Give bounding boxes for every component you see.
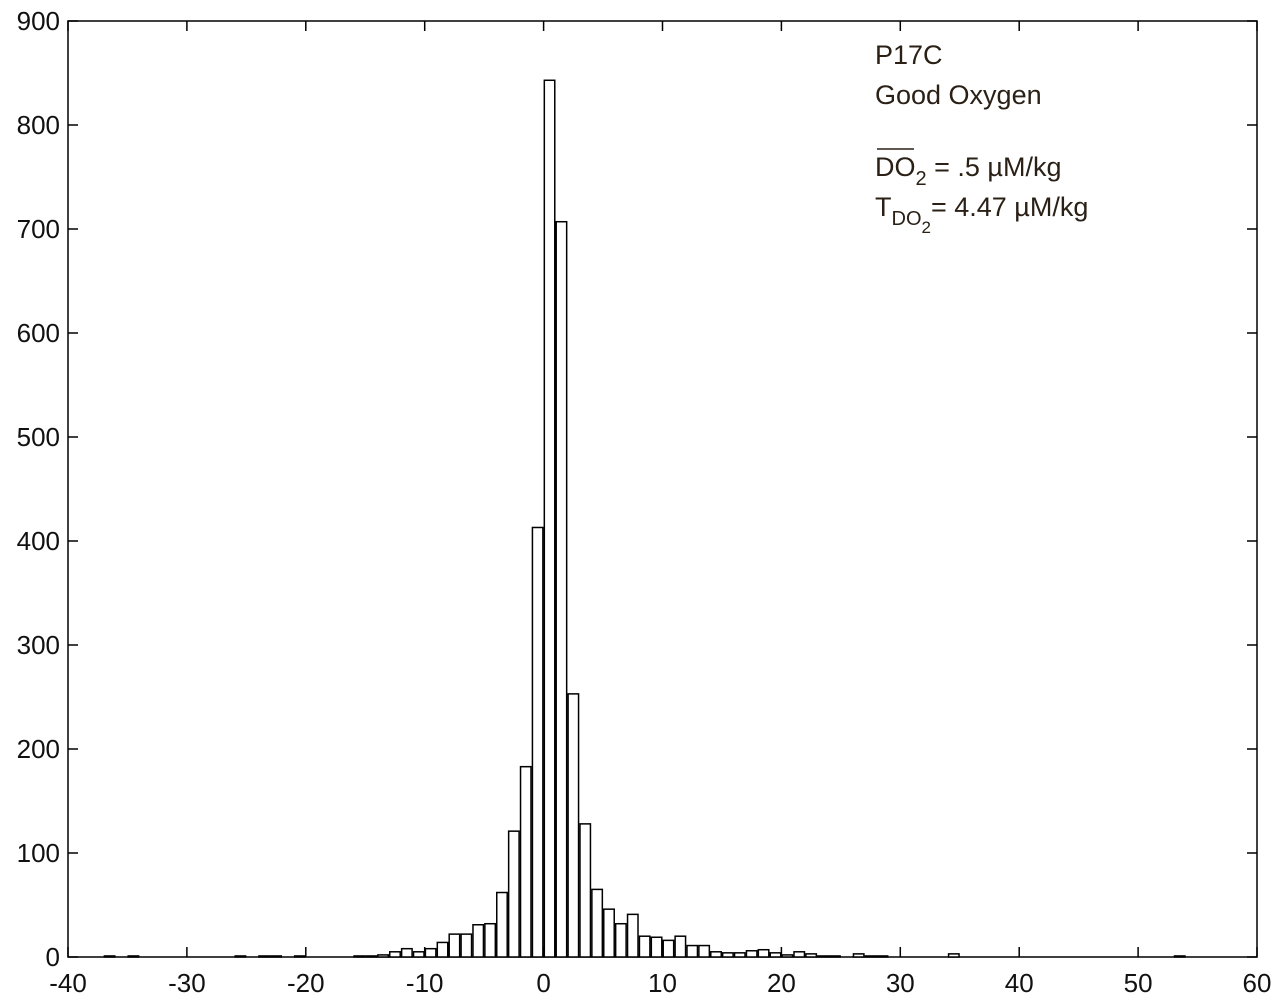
bar: [579, 823, 592, 958]
sigma-rest: = 4.47 µM/kg: [931, 192, 1088, 222]
sigma-main: T: [875, 192, 892, 222]
x-tick-label: -30: [168, 968, 206, 998]
bar: [638, 935, 651, 958]
bar: [436, 941, 449, 958]
bar: [365, 955, 378, 958]
bar: [507, 830, 520, 958]
x-tick-label: 30: [886, 968, 915, 998]
mean-label: DO2 = .5 µM/kg: [875, 152, 1061, 190]
bar: [817, 955, 829, 958]
bar: [234, 955, 247, 958]
bar: [555, 220, 568, 958]
y-tick-label: 500: [17, 422, 60, 452]
bar: [781, 954, 794, 958]
sigma-subsub: 2: [922, 218, 931, 237]
bar: [769, 952, 782, 958]
bar: [460, 933, 473, 958]
plot-frame: [67, 20, 1258, 958]
x-tick-label: 40: [1005, 968, 1034, 998]
mean-sub: 2: [916, 168, 927, 190]
bar: [947, 953, 960, 958]
bar: [519, 765, 532, 958]
bar: [388, 951, 401, 958]
bar: [626, 913, 639, 958]
bar: [614, 922, 627, 958]
x-tick-label: 50: [1124, 968, 1153, 998]
bar: [686, 944, 699, 958]
bar: [674, 935, 687, 958]
bar: [864, 955, 877, 958]
bar: [103, 955, 116, 958]
bar: [472, 924, 485, 958]
bar: [531, 526, 544, 958]
mean-rest: = .5 µM/kg: [927, 152, 1062, 182]
mean-main: DO: [875, 152, 916, 182]
bar: [698, 944, 711, 958]
bar: [603, 908, 615, 958]
bar: [733, 952, 746, 958]
bar: [412, 951, 425, 958]
bar: [828, 955, 841, 958]
sigma-label: TDO2= 4.47 µM/kg: [875, 192, 1088, 237]
bar: [1173, 955, 1186, 958]
bar: [127, 955, 140, 958]
y-tick-label: 100: [17, 838, 60, 868]
x-tick-label: 0: [536, 968, 550, 998]
y-tick-label: 700: [17, 214, 60, 244]
y-tick-label: 600: [17, 318, 60, 348]
bar: [543, 79, 556, 958]
bar: [662, 939, 675, 958]
bar: [424, 947, 437, 958]
bar: [876, 955, 889, 958]
bar: [710, 951, 722, 958]
x-tick-label: -10: [406, 968, 444, 998]
annotation: Good Oxygen: [875, 80, 1042, 110]
y-tick-label: 400: [17, 526, 60, 556]
bar: [745, 950, 758, 958]
y-tick-label: 200: [17, 734, 60, 764]
bar: [484, 922, 497, 958]
bar: [793, 951, 806, 958]
bar: [353, 955, 366, 958]
y-tick-label: 300: [17, 630, 60, 660]
bar: [377, 954, 390, 958]
bar: [258, 955, 271, 958]
y-tick-label: 0: [46, 942, 60, 972]
bar: [496, 891, 508, 958]
x-tick-label: 60: [1243, 968, 1272, 998]
bar: [757, 948, 770, 958]
y-tick-label: 800: [17, 110, 60, 140]
bar: [650, 936, 663, 958]
x-tick-label: -20: [287, 968, 325, 998]
bar: [293, 955, 306, 958]
bar: [567, 693, 580, 958]
bar: [400, 947, 413, 958]
bar: [721, 952, 734, 958]
bar: [448, 933, 461, 958]
annotation: P17C: [875, 40, 943, 70]
bar: [805, 953, 818, 958]
sigma-sub: DO: [892, 208, 922, 230]
y-tick-label: 900: [17, 6, 60, 36]
x-tick-label: 20: [767, 968, 796, 998]
x-tick-label: 10: [648, 968, 677, 998]
bar: [270, 955, 283, 958]
x-tick-label: -40: [49, 968, 87, 998]
bar: [591, 888, 604, 958]
bar: [852, 953, 865, 958]
